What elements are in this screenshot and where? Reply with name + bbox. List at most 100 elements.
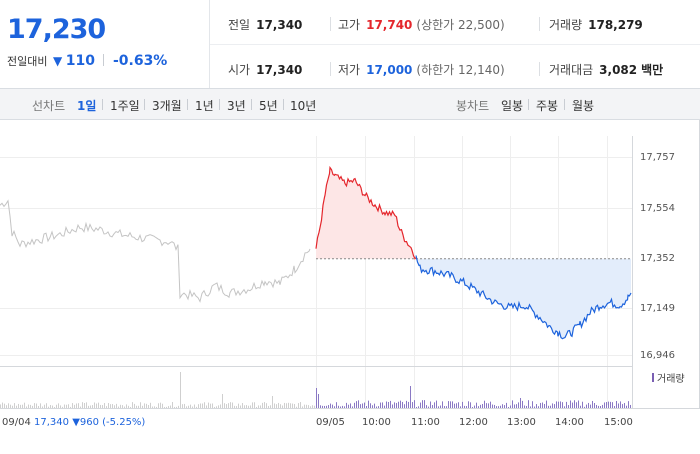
volume-bar <box>332 404 333 408</box>
volume-bar <box>512 400 513 408</box>
volume-bar <box>438 406 439 408</box>
volume-bar <box>608 401 609 408</box>
volume-bar <box>34 403 35 408</box>
up-price-line <box>315 165 417 260</box>
volume-bar <box>248 405 249 408</box>
volume-bar <box>18 403 19 408</box>
volume-bar <box>620 401 621 408</box>
volume-bar <box>166 406 167 408</box>
volume-bar <box>500 405 501 408</box>
stat-value: 17,740 <box>366 18 413 32</box>
volume-bar <box>26 406 27 408</box>
volume-bar <box>514 404 515 408</box>
volume-bar <box>134 403 135 408</box>
volume-bar <box>476 402 477 408</box>
volume-bar <box>118 406 119 408</box>
volume-bar <box>600 406 601 408</box>
volume-bar <box>66 404 67 408</box>
stat-label: 저가 <box>338 63 361 77</box>
x-tick-label: 10:00 <box>362 417 391 428</box>
volume-bar <box>150 402 151 408</box>
volume-bar <box>50 405 51 408</box>
volume-bar <box>200 403 201 408</box>
volume-bar <box>388 402 389 408</box>
period-3m-button[interactable]: 3개월 <box>152 99 182 113</box>
volume-bar <box>56 404 57 408</box>
divider <box>210 44 700 45</box>
volume-bar <box>534 406 535 408</box>
divider <box>251 99 252 110</box>
volume-bar <box>84 403 85 408</box>
volume-bar <box>348 404 349 408</box>
volume-bar <box>598 405 599 408</box>
volume-bar <box>256 406 257 408</box>
divider <box>528 99 529 110</box>
volume-bar <box>448 401 449 408</box>
stat-sub: (하한가 12,140) <box>416 63 505 77</box>
period-10y-button[interactable]: 10년 <box>290 99 317 113</box>
volume-bar <box>8 403 9 408</box>
volume-bar <box>6 405 7 408</box>
period-1d-button[interactable]: 1일 <box>77 99 97 113</box>
candle-weekly-button[interactable]: 주봉 <box>536 99 559 113</box>
volume-bar <box>296 406 297 408</box>
volume-bar <box>280 404 281 408</box>
x-tick-label: 15:00 <box>604 417 633 428</box>
volume-bar <box>418 406 419 408</box>
volume-bar <box>224 403 225 408</box>
volume-bar <box>122 405 123 408</box>
volume-bar <box>192 406 193 408</box>
volume-bar <box>262 402 263 408</box>
volume-bar <box>116 403 117 408</box>
volume-bar <box>110 404 111 408</box>
volume-bar <box>562 402 563 408</box>
volume-bar <box>144 403 145 408</box>
volume-bar <box>568 405 569 408</box>
volume-bar <box>78 403 79 408</box>
stat-volume: 거래량 178,279 <box>549 16 643 33</box>
stat-low: 저가 17,000 (하한가 12,140) <box>338 61 505 78</box>
volume-bar <box>214 406 215 408</box>
volume-bar <box>530 406 531 408</box>
volume-bar <box>354 402 355 408</box>
y-tick-label: 17,352 <box>640 253 675 264</box>
prev-day-close: 17,340 <box>34 417 69 428</box>
y-tick-label: 17,554 <box>640 203 675 214</box>
volume-bar <box>430 401 431 408</box>
volume-bar <box>508 406 509 408</box>
period-5y-button[interactable]: 5년 <box>259 99 278 113</box>
volume-bar <box>36 403 37 408</box>
candle-daily-button[interactable]: 일봉 <box>501 99 524 113</box>
volume-bar <box>552 403 553 408</box>
volume-bar <box>172 402 173 408</box>
volume-bar <box>454 403 455 408</box>
volume-bar <box>470 402 471 408</box>
volume-bar <box>290 403 291 408</box>
period-1w-button[interactable]: 1주일 <box>110 99 140 113</box>
volume-bar <box>462 401 463 408</box>
divider <box>187 99 188 110</box>
volume-bar <box>92 405 93 408</box>
period-1y-button[interactable]: 1년 <box>195 99 214 113</box>
volume-bar <box>594 403 595 408</box>
period-3y-button[interactable]: 3년 <box>227 99 246 113</box>
volume-bar <box>574 400 575 408</box>
candle-monthly-button[interactable]: 월봉 <box>572 99 595 113</box>
volume-bar <box>352 406 353 408</box>
volume-bar <box>420 402 421 408</box>
volume-bar <box>222 394 223 408</box>
volume-bar <box>360 404 361 408</box>
volume-bar <box>398 401 399 408</box>
price-chart: 17,757 17,554 17,352 17,149 16,946 거래량 0… <box>0 120 700 450</box>
line-chart-label: 선차트 <box>32 99 66 113</box>
volume-bar <box>42 406 43 408</box>
volume-bar <box>102 405 103 408</box>
volume-bar <box>618 403 619 408</box>
volume-bar <box>584 406 585 408</box>
volume-bar <box>414 400 415 408</box>
volume-bar <box>436 400 437 408</box>
volume-bar <box>206 405 207 408</box>
volume-bar <box>364 402 365 408</box>
volume-bar <box>524 405 525 408</box>
volume-bar <box>286 403 287 408</box>
